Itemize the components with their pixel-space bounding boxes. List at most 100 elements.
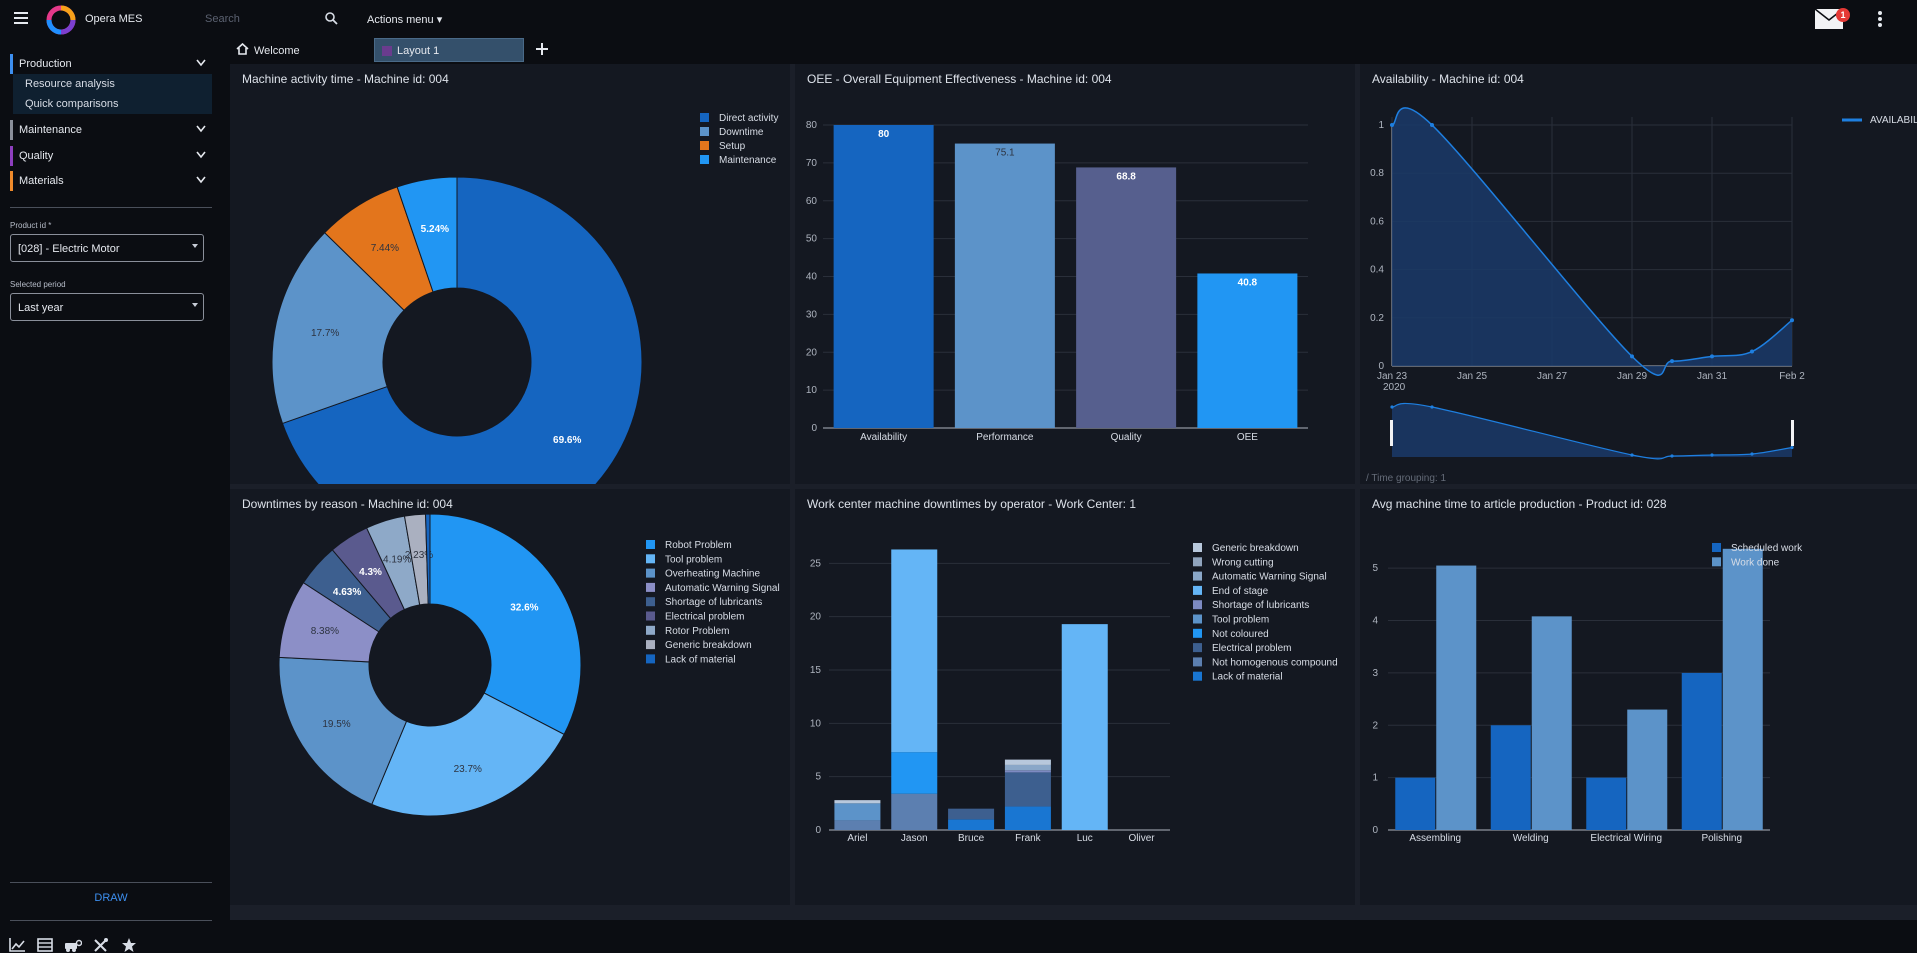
activity-pie-chart: 69.6% 17.7% 7.44% 5.24% Direct activity Downt… <box>271 113 778 484</box>
caret-down-icon: ▾ <box>436 14 443 26</box>
chevron-down-icon <box>196 59 206 67</box>
legend-swatch <box>1193 600 1202 610</box>
legend-item: Rotor Problem <box>665 626 729 637</box>
navigator-handle-right[interactable] <box>1791 420 1794 446</box>
search-icon[interactable] <box>324 11 338 25</box>
legend-item: Setup <box>719 141 746 152</box>
sidebar-item-resource-analysis[interactable]: Resource analysis <box>13 74 212 94</box>
section-color-bar <box>10 171 13 191</box>
section-color-bar <box>10 146 13 166</box>
legend-swatch <box>700 155 709 164</box>
bar-segment <box>891 752 938 794</box>
operator-stacked-bar-chart: 0 5 10 15 20 25 Ariel Jason Bruce Frank Luc Oliver G… <box>810 543 1338 844</box>
draw-button[interactable]: DRAW <box>94 892 128 904</box>
bar-segment <box>1061 624 1108 830</box>
actions-menu-button[interactable]: Actions menu ▾ <box>367 13 442 26</box>
pie-slice <box>281 176 643 484</box>
bar <box>1627 709 1668 830</box>
y-tick-label: 0.6 <box>1370 216 1384 227</box>
legend-swatch <box>1712 543 1721 552</box>
layout-icon <box>382 46 392 56</box>
legend-item: Wrong cutting <box>1212 557 1274 568</box>
data-label: 19.5% <box>322 719 350 730</box>
period-select[interactable]: Last year <box>10 293 204 321</box>
panel-title: OEE - Overall Equipment Effectiveness - … <box>807 72 1112 86</box>
y-tick-label: 20 <box>806 347 818 358</box>
caret-down-icon <box>192 303 198 307</box>
y-tick-label: 70 <box>806 158 818 169</box>
legend-item: Scheduled work <box>1731 543 1803 554</box>
legend-item: Tool problem <box>665 554 722 565</box>
sidebar-section-materials[interactable]: Materials <box>10 171 212 191</box>
sidebar-section-production[interactable]: Production <box>10 54 212 74</box>
legend-swatch <box>1193 557 1202 567</box>
navigator-point <box>1670 454 1674 458</box>
x-tick-label: Quality <box>1111 432 1142 443</box>
navigator-area <box>1392 403 1792 459</box>
app-name: Opera MES <box>85 13 143 25</box>
product-id-select[interactable]: [028] - Electric Motor <box>10 234 204 262</box>
bar <box>833 125 934 428</box>
data-label: 8.38% <box>311 626 339 637</box>
section-color-bar <box>10 54 13 74</box>
tools-icon[interactable] <box>92 937 110 953</box>
vehicle-settings-icon[interactable] <box>64 937 82 953</box>
hamburger-menu-icon[interactable] <box>14 12 28 24</box>
panel-title: Work center machine downtimes by operato… <box>807 497 1137 511</box>
legend-item: Direct activity <box>719 113 778 124</box>
data-point <box>1670 359 1674 364</box>
y-tick-label: 2 <box>1372 720 1378 731</box>
y-tick-label: 0.2 <box>1370 313 1384 324</box>
caret-down-icon <box>192 244 198 248</box>
x-tick-label: Bruce <box>958 833 985 844</box>
x-tick-label: Jan 29 <box>1617 371 1647 382</box>
legend-swatch <box>1193 671 1202 681</box>
y-tick-label: 0.4 <box>1370 265 1384 276</box>
y-tick-label: 0.8 <box>1370 168 1384 179</box>
section-label: Production <box>19 58 72 70</box>
search-input[interactable] <box>205 11 335 27</box>
sidebar-item-quick-comparisons[interactable]: Quick comparisons <box>13 94 212 114</box>
more-options-icon[interactable] <box>1877 10 1883 28</box>
bar <box>1722 548 1763 830</box>
legend-item: Not coloured <box>1212 629 1269 640</box>
y-tick-label: 30 <box>806 309 818 320</box>
legend-item: Tool problem <box>1212 615 1269 626</box>
data-point <box>1710 354 1714 359</box>
y-tick-label: 60 <box>806 196 818 207</box>
tab-layout[interactable]: Layout 1 <box>374 38 524 62</box>
bar-segment <box>834 803 881 821</box>
sidebar-section-quality[interactable]: Quality <box>10 146 212 166</box>
y-tick-label: 5 <box>1372 563 1378 574</box>
legend-item: Downtime <box>719 127 764 138</box>
legend-item: Electrical problem <box>665 612 744 623</box>
sidebar-section-maintenance[interactable]: Maintenance <box>10 120 212 140</box>
table-icon[interactable] <box>36 937 54 953</box>
legend-swatch <box>646 582 655 592</box>
article-bar-chart: 0 1 2 3 4 5 Assembling Welding Electrical Wiring… <box>1372 543 1803 844</box>
navigator-handle-left[interactable] <box>1390 420 1393 446</box>
y-tick-label: 4 <box>1372 616 1378 627</box>
product-id-label: Product id * <box>10 221 52 230</box>
data-label: 4.3% <box>359 567 382 578</box>
x-tick-label: Performance <box>976 432 1034 443</box>
x-tick-label: Electrical Wiring <box>1590 833 1662 844</box>
sidebar-item-label: Resource analysis <box>25 78 115 90</box>
pie-slice <box>271 231 405 425</box>
y-tick-label: 50 <box>806 234 818 245</box>
sidebar-divider <box>10 207 212 208</box>
product-id-value: [028] - Electric Motor <box>18 243 120 255</box>
chart-icon[interactable] <box>8 937 26 953</box>
legend-swatch <box>646 554 655 564</box>
series-area <box>1392 107 1792 376</box>
add-tab-icon[interactable] <box>534 41 550 57</box>
legend-swatch <box>1193 643 1202 653</box>
data-label: 75.1 <box>995 148 1015 159</box>
star-icon[interactable] <box>120 937 138 953</box>
navigator-point <box>1710 453 1714 457</box>
bar <box>1076 167 1177 429</box>
panel-title: Avg machine time to article production -… <box>1372 497 1667 511</box>
tab-bar: Welcome Layout 1 <box>224 38 1917 62</box>
data-label: 40.8 <box>1238 277 1258 288</box>
data-point <box>1390 123 1394 127</box>
